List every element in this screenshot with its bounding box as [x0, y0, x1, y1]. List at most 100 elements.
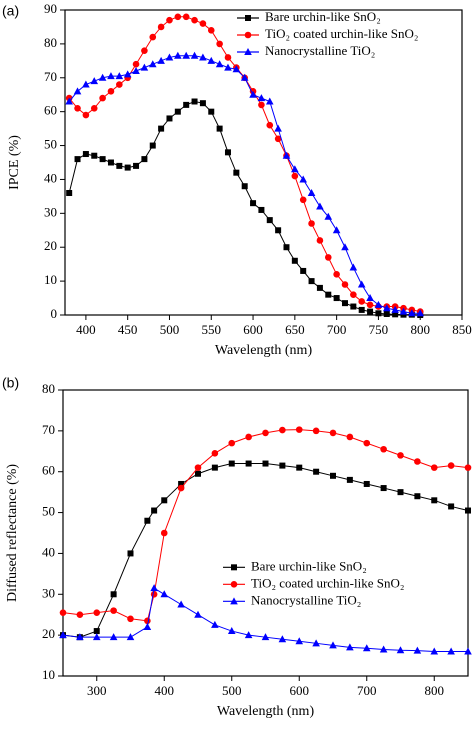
marker-triangle: [199, 53, 207, 61]
series-line: [62, 463, 469, 638]
marker-square: [174, 108, 181, 115]
marker-square: [82, 151, 89, 158]
marker-circle: [182, 13, 190, 21]
marker-triangle: [157, 56, 165, 64]
marker-circle: [308, 220, 315, 227]
marker-square: [358, 306, 365, 313]
marker-triangle: [391, 305, 399, 313]
marker-triangle: [413, 646, 422, 654]
marker-triangle: [215, 60, 224, 68]
plot-frame: [64, 9, 463, 316]
marker-circle: [207, 27, 215, 34]
marker-square: [211, 464, 218, 471]
marker-circle: [230, 581, 238, 588]
marker-triangle: [174, 51, 182, 59]
marker-square: [330, 472, 336, 479]
marker-triangle: [307, 189, 316, 196]
marker-square: [383, 310, 390, 317]
marker-circle: [324, 254, 332, 261]
marker-circle: [166, 16, 173, 24]
marker-triangle: [227, 627, 236, 635]
x-tick-label: 400: [155, 683, 175, 698]
y-tick-label: 20: [42, 626, 55, 641]
marker-circle: [99, 94, 106, 102]
marker-triangle: [357, 280, 366, 288]
marker-circle: [244, 31, 252, 39]
marker-square: [133, 162, 140, 169]
marker-circle: [245, 433, 252, 441]
marker-triangle: [399, 307, 408, 315]
series-line: [62, 587, 468, 652]
x-tick-label: 850: [452, 322, 472, 337]
marker-circle: [266, 121, 274, 129]
y-tick-label: 90: [44, 1, 57, 16]
marker-square: [316, 284, 323, 291]
x-tick-label: 650: [285, 322, 305, 337]
marker-square: [392, 311, 399, 318]
marker-triangle: [366, 294, 374, 302]
marker-triangle: [362, 644, 371, 652]
marker-square: [199, 100, 206, 107]
legend-label: Nanocrystalline TiO₂: [265, 43, 375, 58]
marker-circle: [414, 458, 421, 465]
marker-triangle: [115, 72, 124, 80]
marker-triangle: [396, 646, 405, 654]
marker-circle: [150, 590, 158, 598]
marker-circle: [132, 60, 140, 68]
marker-circle: [258, 101, 265, 109]
legend-label: TiO₂ coated urchin-like SnO₂: [251, 575, 404, 590]
marker-triangle: [98, 73, 107, 81]
marker-triangle: [190, 51, 199, 59]
marker-triangle: [123, 70, 132, 78]
marker-circle: [341, 281, 349, 288]
marker-circle: [224, 54, 232, 61]
marker-triangle: [416, 309, 425, 317]
marker-square: [333, 295, 340, 302]
marker-square: [124, 164, 131, 171]
marker-circle: [291, 172, 299, 180]
marker-triangle: [282, 151, 291, 159]
marker-square: [158, 125, 165, 132]
marker-circle: [116, 81, 123, 88]
marker-circle: [350, 291, 357, 298]
marker-square: [350, 303, 357, 310]
marker-triangle: [230, 597, 238, 605]
marker-circle: [160, 529, 168, 537]
x-tick-label: 500: [222, 683, 242, 698]
x-tick-label: 700: [357, 683, 377, 698]
x-axis-label: Wavelength (nm): [215, 343, 313, 358]
y-tick-label: 80: [44, 35, 57, 50]
marker-circle: [82, 111, 90, 119]
series-line: [68, 100, 421, 316]
marker-square: [151, 507, 158, 514]
marker-triangle: [324, 212, 333, 220]
marker-triangle: [295, 637, 304, 645]
y-axis-label: IPCE (%): [7, 135, 22, 190]
marker-triangle: [182, 51, 190, 59]
marker-circle: [274, 135, 282, 143]
marker-circle: [329, 429, 337, 437]
marker-triangle: [82, 80, 90, 88]
marker-circle: [76, 611, 84, 619]
marker-circle: [127, 615, 134, 623]
y-tick-label: 50: [44, 137, 57, 152]
marker-triangle: [278, 635, 287, 643]
marker-circle: [380, 445, 387, 453]
y-tick-label: 40: [44, 170, 57, 185]
marker-square: [224, 149, 231, 156]
marker-square: [367, 308, 374, 315]
marker-triangle: [299, 175, 307, 183]
marker-triangle: [464, 647, 472, 655]
marker-circle: [216, 40, 223, 48]
marker-circle: [74, 104, 81, 112]
marker-triangle: [379, 645, 388, 653]
marker-square: [283, 244, 290, 251]
marker-square: [308, 278, 315, 285]
marker-circle: [191, 16, 198, 24]
marker-circle: [199, 20, 207, 27]
marker-circle: [279, 426, 286, 434]
marker-circle: [194, 464, 202, 471]
marker-triangle: [107, 72, 115, 80]
marker-square: [149, 142, 156, 149]
